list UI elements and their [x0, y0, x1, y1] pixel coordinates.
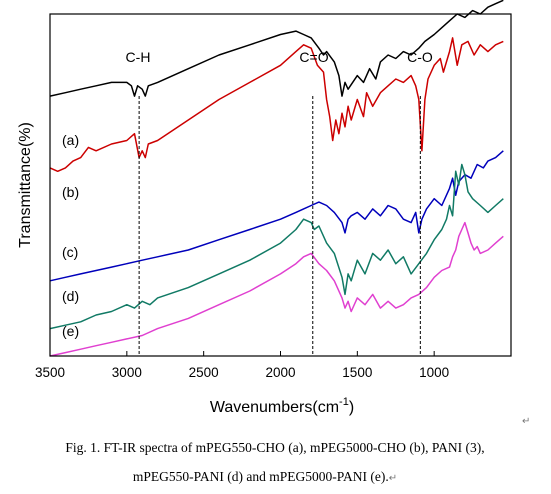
series-line-c	[49, 150, 504, 282]
annotation-labels: C-H C=O C-O	[126, 49, 433, 65]
x-axis-label-superscript: -1	[339, 396, 349, 408]
series-line-d	[49, 163, 504, 330]
annotation-lines	[138, 96, 421, 356]
x-tick-label: 1000	[419, 365, 449, 380]
series-label-b: (b)	[62, 184, 79, 200]
x-tick-label: 3500	[35, 365, 65, 380]
series-label-d: (d)	[62, 288, 79, 304]
x-axis-label-text: Wavenumbers(cm	[210, 399, 339, 416]
series-label-e: (e)	[62, 323, 79, 339]
annotation-co-single: C-O	[407, 49, 433, 65]
caption-return-mark: ↵	[389, 473, 397, 484]
plot-area	[49, 0, 504, 357]
caption-line-2: mPEG550-PANI (d) and mPEG5000-PANI (e).↵	[133, 469, 397, 484]
x-tick-label: 2000	[265, 365, 295, 380]
series-label-c: (c)	[62, 244, 78, 260]
return-mark: ↵	[522, 416, 530, 427]
annotation-ch: C-H	[126, 49, 151, 65]
annotation-co-double: C=O	[299, 49, 328, 65]
series-line-a	[49, 0, 504, 97]
series-line-e	[49, 221, 504, 357]
series-label-a: (a)	[62, 132, 79, 148]
caption-line-2-text: mPEG550-PANI (d) and mPEG5000-PANI (e).	[133, 469, 389, 484]
x-axis: 3500 3000 2500 2000 1500 1000	[35, 351, 449, 380]
x-tick-label: 3000	[112, 365, 142, 380]
y-axis-label: Transmittance(%)	[17, 122, 34, 248]
x-tick-label: 2500	[189, 365, 219, 380]
series-labels: (a) (b) (c) (d) (e)	[62, 132, 79, 339]
caption-line-1: Fig. 1. FT-IR spectra of mPEG550-CHO (a)…	[65, 440, 484, 455]
x-axis-label: Wavenumbers(cm-1)	[210, 396, 354, 416]
x-axis-label-end: )	[349, 399, 354, 416]
series-line-b	[49, 37, 504, 173]
x-tick-label: 1500	[342, 365, 372, 380]
